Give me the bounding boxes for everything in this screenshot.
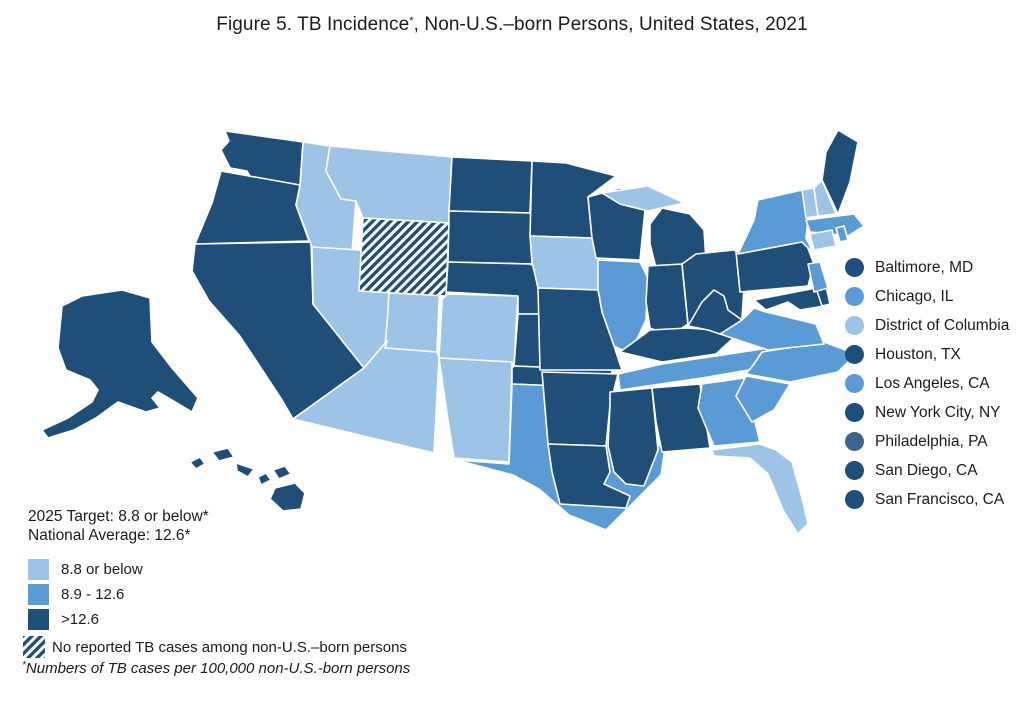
city-row-los-angeles: Los Angeles, CA — [845, 369, 1009, 398]
legend-swatch-high — [28, 609, 49, 630]
city-dot — [845, 374, 864, 393]
state-HI-maui — [272, 465, 292, 480]
state-AL — [651, 383, 711, 453]
state-AR — [541, 371, 619, 447]
city-dot — [845, 490, 864, 509]
state-LA — [547, 443, 631, 509]
city-label: San Francisco, CA — [875, 490, 1005, 508]
city-dot — [845, 432, 864, 451]
state-CT — [809, 229, 837, 251]
legend-class-high: >12.6 — [28, 607, 407, 632]
city-dot — [845, 403, 864, 422]
figure-footnote: *Numbers of TB cases per 100,000 non-U.S… — [22, 660, 410, 677]
legend-class-mid: 8.9 - 12.6 — [28, 582, 407, 607]
city-row-baltimore: Baltimore, MD — [845, 253, 1009, 282]
state-IN — [645, 263, 689, 337]
legend-class-low: 8.8 or below — [28, 557, 407, 582]
state-CO — [438, 293, 519, 365]
state-MI-upper-peninsula — [601, 185, 685, 212]
city-row-chicago: Chicago, IL — [845, 282, 1009, 311]
city-label: Philadelphia, PA — [875, 432, 988, 450]
hatch-swatch — [23, 636, 45, 658]
city-label: New York City, NY — [875, 403, 1001, 421]
legend-class-label: >12.6 — [61, 611, 99, 628]
city-label: Chicago, IL — [875, 287, 954, 305]
footnote-text: Numbers of TB cases per 100,000 non-U.S.… — [25, 660, 411, 677]
state-HI-hawaii — [269, 482, 306, 512]
legend-swatch-low — [28, 559, 49, 580]
state-NJ — [807, 261, 829, 293]
state-VA — [719, 307, 825, 351]
city-dot — [845, 287, 864, 306]
map-legend: 2025 Target: 8.8 or below* National Aver… — [23, 508, 407, 660]
city-legend: Baltimore, MD Chicago, IL District of Co… — [845, 253, 1009, 514]
target-line: 2025 Target: 8.8 or below* — [28, 508, 209, 525]
city-row-new-york-city: New York City, NY — [845, 398, 1009, 427]
state-ME — [821, 129, 859, 215]
state-AK — [41, 289, 199, 439]
state-HI-molokai — [257, 472, 272, 486]
city-row-philadelphia: Philadelphia, PA — [845, 427, 1009, 456]
legend-swatch-mid — [28, 584, 49, 605]
figure-title: Figure 5. TB Incidence*, Non-U.S.–born P… — [0, 14, 1024, 36]
national-average-line: National Average: 12.6* — [28, 526, 191, 544]
state-HI-kauai — [211, 447, 235, 462]
city-dot — [845, 316, 864, 335]
city-label: Los Angeles, CA — [875, 374, 990, 392]
figure-title-rest: , Non-U.S.–born Persons, United States, … — [413, 14, 808, 35]
city-dot — [845, 258, 864, 277]
city-row-houston: Houston, TX — [845, 340, 1009, 369]
state-SD — [447, 210, 535, 265]
state-NH — [813, 179, 837, 217]
state-MO — [537, 287, 623, 371]
state-HI-niihau — [189, 456, 206, 470]
figure-title-main: Figure 5. TB Incidence — [216, 14, 410, 35]
city-row-san-diego: San Diego, CA — [845, 456, 1009, 485]
state-NM — [438, 357, 513, 463]
legend-classes: 8.8 or below 8.9 - 12.6 >12.6 No reporte… — [23, 557, 407, 660]
state-RI — [835, 225, 849, 243]
state-MS — [607, 387, 659, 487]
footnote-asterisk: * — [22, 660, 26, 671]
city-label: Houston, TX — [875, 345, 961, 363]
state-WV — [687, 289, 743, 335]
city-label: Baltimore, MD — [875, 258, 974, 276]
state-NY — [737, 183, 821, 255]
legend-class-label: 8.8 or below — [61, 561, 143, 578]
city-row-district-of-columbia: District of Columbia — [845, 311, 1009, 340]
state-FL — [711, 443, 809, 535]
state-ND — [448, 156, 533, 214]
city-row-san-francisco: San Francisco, CA — [845, 485, 1009, 514]
figure-title-asterisk: * — [409, 15, 414, 27]
state-MA — [805, 213, 865, 237]
legend-class-label: No reported TB cases among non-U.S.–born… — [52, 638, 407, 656]
city-dot — [845, 461, 864, 480]
state-NC — [745, 341, 857, 383]
city-dot — [845, 345, 864, 364]
state-SC — [735, 375, 791, 423]
state-WY — [358, 217, 450, 297]
state-HI-oahu — [235, 462, 255, 478]
states-layer — [41, 129, 865, 535]
legend-class-no-cases: No reported TB cases among non-U.S.–born… — [23, 634, 407, 660]
state-AZ — [292, 340, 440, 454]
city-label: San Diego, CA — [875, 461, 978, 479]
legend-class-label: 8.9 - 12.6 — [61, 586, 125, 603]
city-label: District of Columbia — [875, 316, 1010, 334]
